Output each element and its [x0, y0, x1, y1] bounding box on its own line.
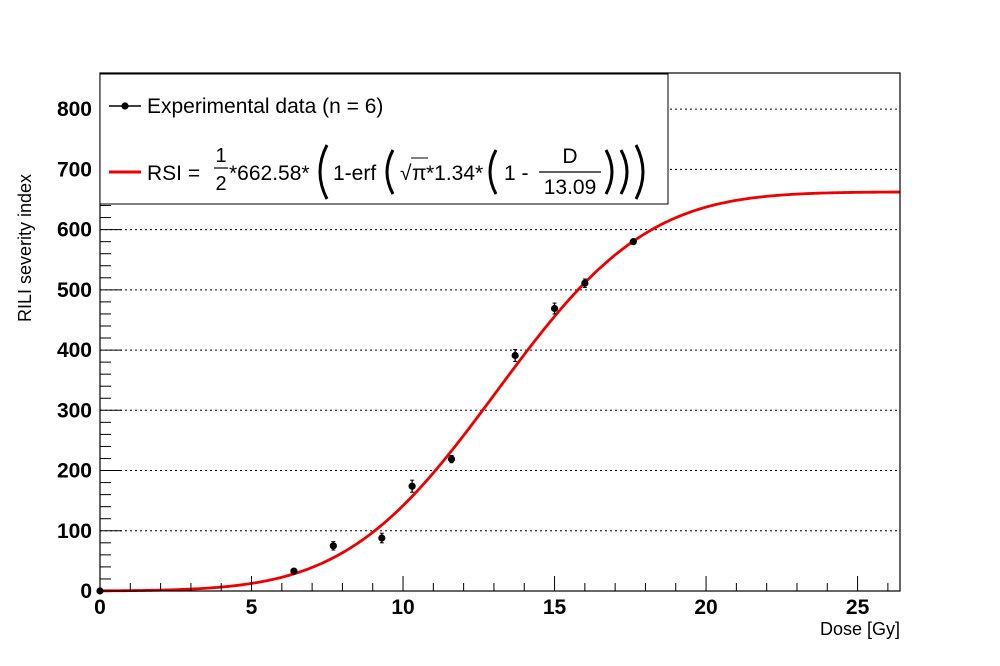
legend-amp-part: *662.58* — [229, 162, 310, 185]
x-tick-label: 15 — [543, 596, 567, 619]
legend-paren-close-3 — [604, 149, 614, 195]
legend-frac1-den: 2 — [215, 173, 226, 195]
legend-entry-fit: RSI = 1 2 *662.58* 1-erf √ π *1.34* 1 - … — [109, 144, 645, 200]
legend-paren-open-1 — [318, 144, 329, 200]
x-tick-label: 25 — [846, 596, 870, 619]
legend-one-minus: 1 - — [504, 162, 529, 185]
fit-curve-group — [99, 190, 901, 593]
legend-formula-prefix: RSI = — [147, 162, 200, 185]
legend-paren-close-1 — [634, 144, 645, 200]
legend-k-part: *1.34* — [426, 162, 483, 185]
tick-labels: 0 100 200 300 400 500 600 700 800 0 5 10 15 20 25 — [57, 98, 870, 619]
data-point — [511, 351, 519, 360]
legend-frac1-num: 1 — [215, 145, 226, 167]
y-tick-label: 400 — [57, 339, 92, 362]
data-points-group — [96, 238, 637, 595]
y-tick-label: 500 — [57, 279, 92, 302]
data-point — [629, 238, 637, 246]
x-tick-label: 0 — [94, 596, 106, 619]
legend-frac2-den: 13.09 — [544, 176, 597, 199]
legend-sqrt-symbol: √ — [400, 162, 412, 185]
data-point — [329, 542, 337, 550]
y-tick-label: 800 — [57, 98, 92, 121]
legend-pi-symbol: π — [412, 162, 427, 185]
y-tick-label: 300 — [57, 399, 92, 422]
fit-curve — [99, 190, 901, 593]
legend-data-marker — [121, 102, 129, 110]
data-point — [550, 304, 559, 313]
legend-frac2-num: D — [562, 145, 577, 168]
y-axis-title: RILI severity index — [15, 174, 35, 322]
legend: Experimental data (n = 6) RSI = 1 2 *662… — [99, 73, 669, 205]
legend-data-label: Experimental data (n = 6) — [147, 95, 383, 118]
plot-frame — [99, 72, 901, 592]
data-point — [447, 455, 456, 463]
legend-erf-part: 1-erf — [333, 162, 376, 185]
legend-box — [99, 73, 669, 205]
legend-paren-open-3 — [488, 149, 498, 195]
x-tick-label: 10 — [391, 596, 414, 619]
legend-entry-data: Experimental data (n = 6) — [109, 95, 383, 118]
data-point — [581, 279, 589, 287]
y-tick-label: 600 — [57, 219, 92, 242]
data-point — [378, 534, 386, 542]
y-tick-label: 200 — [57, 460, 92, 483]
x-tick-label: 5 — [246, 596, 258, 619]
legend-paren-close-2 — [619, 149, 629, 195]
x-axis-title: Dose [Gy] — [820, 619, 900, 639]
data-point — [290, 567, 298, 575]
y-tick-label: 100 — [57, 520, 92, 543]
legend-paren-open-2 — [385, 149, 395, 195]
data-point — [408, 482, 416, 490]
x-tick-label: 20 — [694, 596, 717, 619]
y-tick-label: 700 — [57, 158, 92, 181]
y-tick-label: 0 — [80, 580, 92, 603]
